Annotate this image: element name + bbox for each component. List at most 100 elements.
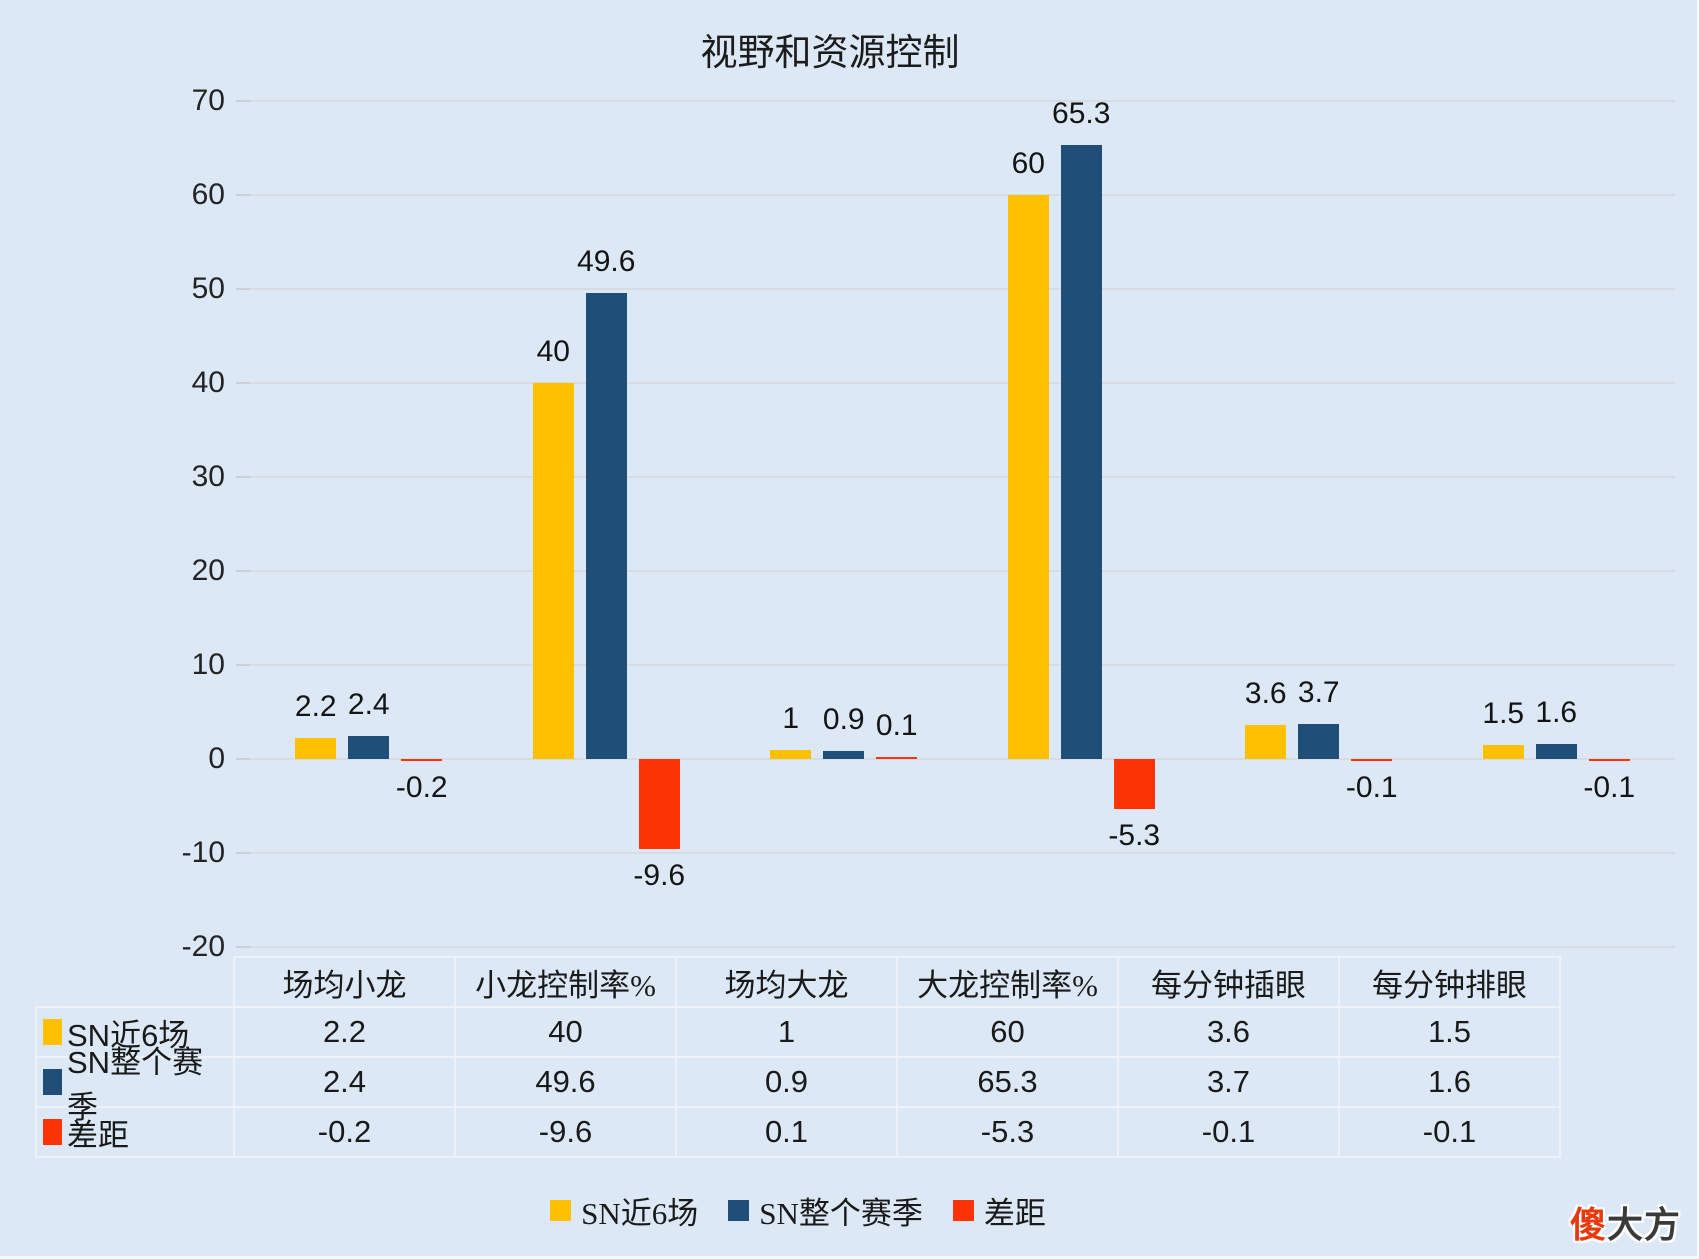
y-tick-label: -10 bbox=[181, 836, 225, 869]
legend-label: SN近6场 bbox=[581, 1196, 699, 1231]
bar-label: 60 bbox=[1011, 147, 1045, 180]
table-cell: -0.2 bbox=[235, 1108, 456, 1158]
table-cell: 60 bbox=[898, 1008, 1119, 1058]
table-row: SN近6场 2.2 40 1 60 3.6 1.5 bbox=[35, 1008, 1561, 1058]
y-axis-tick bbox=[236, 946, 250, 948]
legend-label: 差距 bbox=[983, 1196, 1046, 1231]
table-column-header: 小龙控制率% bbox=[456, 956, 677, 1008]
table-cell: -5.3 bbox=[898, 1108, 1119, 1158]
table-cell: 1.5 bbox=[1340, 1008, 1561, 1058]
y-tick-label: 50 bbox=[191, 272, 225, 305]
bar bbox=[1060, 145, 1102, 759]
table-row: SN整个赛季 2.4 49.6 0.9 65.3 3.7 1.6 bbox=[35, 1045, 1561, 1125]
table-header-row: 场均小龙 小龙控制率% 场均大龙 大龙控制率% 每分钟插眼 每分钟排眼 bbox=[35, 956, 1561, 1008]
bar bbox=[1113, 759, 1155, 809]
gridline bbox=[250, 382, 1675, 384]
bar-label: 0.1 bbox=[875, 709, 918, 742]
table-cell: -0.1 bbox=[1340, 1108, 1561, 1158]
bar-label: 2.2 bbox=[294, 690, 337, 724]
bar bbox=[1245, 725, 1287, 759]
legend-label: SN整个赛季 bbox=[759, 1196, 923, 1231]
bar bbox=[348, 736, 390, 759]
chart-title: 视野和资源控制 bbox=[700, 33, 960, 74]
y-tick-label: 40 bbox=[191, 366, 225, 399]
table-row-label-text: 差距 bbox=[67, 1117, 129, 1153]
y-tick-label: 20 bbox=[191, 554, 225, 587]
legend-key-swatch bbox=[43, 1119, 62, 1145]
gridline bbox=[250, 852, 1675, 854]
legend-item: SN整个赛季 bbox=[728, 1188, 923, 1233]
table-row-label: 差距 bbox=[35, 1108, 235, 1158]
bar-label: 1.5 bbox=[1482, 696, 1525, 730]
legend-swatch bbox=[728, 1200, 750, 1221]
bar-label: 2.4 bbox=[347, 688, 390, 722]
table-cell: 2.4 bbox=[235, 1058, 456, 1108]
table-cell: 0.1 bbox=[677, 1108, 898, 1158]
bar bbox=[770, 749, 812, 759]
y-axis-tick bbox=[236, 852, 250, 854]
table-cell: 2.2 bbox=[235, 1008, 456, 1058]
y-tick-label: 10 bbox=[191, 648, 225, 681]
gridline bbox=[250, 664, 1675, 666]
chart-legend: SN近6场 SN整个赛季 差距 bbox=[35, 1188, 1561, 1233]
y-axis-tick bbox=[236, 194, 250, 196]
bar-label: 49.6 bbox=[577, 244, 636, 278]
table-cell: 3.7 bbox=[1119, 1058, 1340, 1108]
bar-label: 1.6 bbox=[1535, 695, 1578, 729]
y-tick-label: 60 bbox=[191, 178, 225, 211]
bar bbox=[585, 292, 627, 759]
bar-label: 40 bbox=[536, 335, 570, 368]
bar-label: 1 bbox=[782, 701, 800, 735]
y-axis-tick bbox=[236, 758, 250, 760]
table-row-label-text: SN整个赛季 bbox=[67, 1045, 204, 1125]
bar bbox=[1298, 724, 1340, 759]
bar bbox=[1588, 759, 1630, 761]
bar bbox=[401, 759, 443, 761]
watermark-rest: 大方 bbox=[1606, 1204, 1681, 1245]
watermark-highlight: 傻 bbox=[1569, 1204, 1607, 1245]
bar-label: 3.7 bbox=[1297, 676, 1340, 710]
bar bbox=[532, 383, 574, 759]
bar-label: -0.2 bbox=[395, 771, 448, 804]
table-cell: -0.1 bbox=[1119, 1108, 1340, 1158]
table-cell: 3.6 bbox=[1119, 1008, 1340, 1058]
table-row: 差距 -0.2 -9.6 0.1 -5.3 -0.1 -0.1 bbox=[35, 1108, 1561, 1158]
table-cell: 40 bbox=[456, 1008, 677, 1058]
bar-label: 0.9 bbox=[822, 702, 865, 736]
y-tick-label: 30 bbox=[191, 460, 225, 493]
y-tick-label: 70 bbox=[191, 84, 225, 117]
table-column-header: 每分钟插眼 bbox=[1119, 956, 1340, 1008]
y-axis-tick bbox=[236, 664, 250, 666]
bar-label: -0.1 bbox=[1345, 771, 1398, 804]
table-cell: 0.9 bbox=[677, 1058, 898, 1108]
table-cell: 1 bbox=[677, 1008, 898, 1058]
table-column-header: 场均小龙 bbox=[235, 956, 456, 1008]
gridline bbox=[250, 758, 1675, 760]
legend-swatch bbox=[550, 1200, 572, 1221]
y-tick-label: -20 bbox=[181, 930, 225, 963]
y-axis-tick bbox=[236, 570, 250, 572]
bar bbox=[823, 750, 865, 759]
data-table: 场均小龙 小龙控制率% 场均大龙 大龙控制率% 每分钟插眼 每分钟排眼 SN近6场 2.2 40… bbox=[35, 956, 1561, 1158]
table-row-label: SN近6场 bbox=[35, 1008, 235, 1058]
legend-key-swatch bbox=[43, 1019, 62, 1045]
watermark: 傻大方 bbox=[1570, 1196, 1681, 1248]
bar bbox=[1482, 744, 1524, 759]
bar-label: -9.6 bbox=[633, 859, 686, 893]
table-cell: 49.6 bbox=[456, 1058, 677, 1108]
table-cell: -9.6 bbox=[456, 1108, 677, 1158]
y-axis-tick bbox=[236, 382, 250, 384]
bar-label: 3.6 bbox=[1244, 677, 1287, 711]
gridline bbox=[250, 476, 1675, 478]
gridline bbox=[250, 288, 1675, 290]
gridline bbox=[250, 100, 1675, 102]
table-cell: 1.6 bbox=[1340, 1058, 1561, 1108]
table-row-label-text: SN近6场 bbox=[67, 1017, 190, 1053]
legend-item: SN近6场 bbox=[550, 1188, 698, 1233]
legend-item: 差距 bbox=[952, 1188, 1046, 1233]
table-corner-cell bbox=[35, 956, 235, 1008]
bar bbox=[1007, 195, 1049, 759]
table-column-header: 每分钟排眼 bbox=[1340, 956, 1561, 1008]
gridline bbox=[250, 194, 1675, 196]
